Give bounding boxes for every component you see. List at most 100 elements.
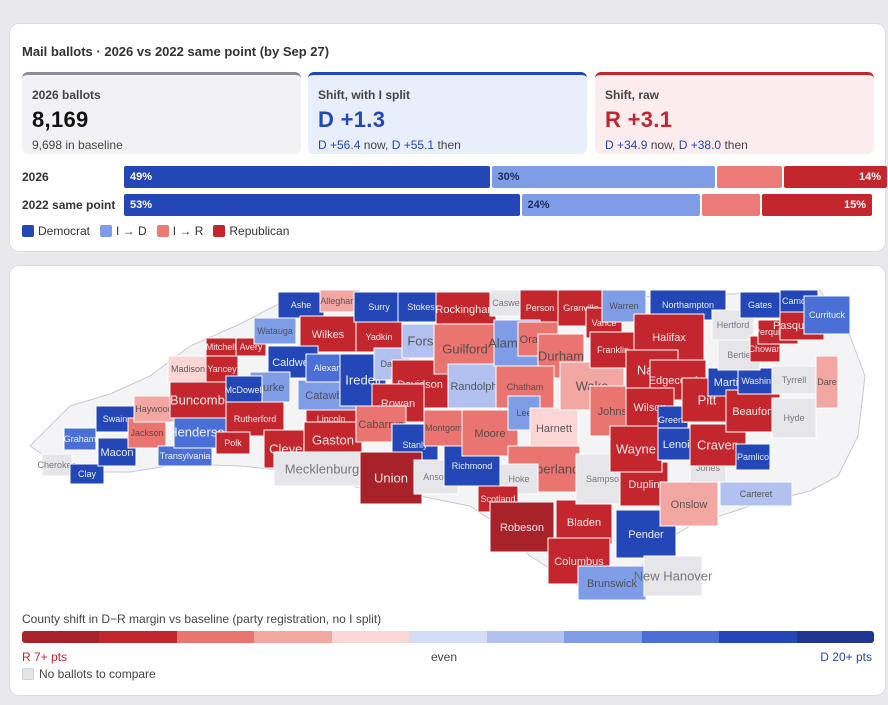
scale-right-label: D 20+ pts — [820, 650, 872, 664]
legend-label: I → R — [172, 224, 204, 238]
county-rutherford[interactable]: Rutherford — [225, 401, 285, 437]
county-shape[interactable] — [529, 407, 579, 449]
stat-shift-raw: Shift, raw R +3.1 D +34.9 now, D +38.0 t… — [595, 72, 874, 154]
county-label: Sampson — [586, 474, 624, 484]
county-hyde[interactable]: Hyde — [771, 397, 817, 439]
county-shape[interactable] — [659, 481, 719, 527]
county-madison[interactable]: Madison — [167, 355, 209, 383]
county-label: Madison — [171, 364, 205, 374]
county-label: Richmond — [452, 461, 493, 471]
stat-value: 8,169 — [32, 107, 89, 132]
legend-label: Republican — [229, 224, 290, 238]
county-shape[interactable] — [225, 375, 263, 405]
county-mecklenburg[interactable]: Mecklenburg — [273, 451, 371, 487]
legend-item-i-to-r: I → R — [156, 224, 204, 238]
county-shape[interactable] — [771, 397, 817, 439]
county-hertford[interactable]: Hertford — [711, 309, 755, 341]
top-cutoff-strip — [0, 0, 888, 6]
county-shape[interactable] — [353, 291, 405, 323]
county-gates[interactable]: Gates — [739, 291, 781, 319]
county-shape[interactable] — [169, 381, 233, 419]
stat-ballots: 2026 ballots 8,169 9,698 in baseline — [22, 72, 301, 154]
county-harnett[interactable]: Harnett — [529, 407, 579, 449]
county-haywood[interactable]: Haywood — [133, 395, 175, 423]
county-label: Pender — [628, 529, 664, 541]
county-shape[interactable] — [555, 499, 613, 545]
county-shape[interactable] — [577, 565, 647, 601]
card-title: Mail ballots · 2026 vs 2022 same point (… — [22, 44, 330, 59]
scale-step — [331, 631, 410, 643]
county-shape[interactable] — [225, 401, 285, 437]
stat-label: 2026 ballots — [32, 88, 101, 102]
county-label: Lincoln — [317, 414, 346, 424]
county-robeson[interactable]: Robeson — [489, 501, 555, 553]
bar-segment-republican: 15% — [761, 194, 872, 216]
county-label: Montgomery — [425, 423, 476, 433]
county-surry[interactable]: Surry — [353, 291, 405, 323]
county-shape[interactable] — [359, 451, 423, 505]
county-pamlico[interactable]: Pamlico — [735, 443, 771, 471]
county-tyrrell[interactable]: Tyrrell — [771, 365, 817, 395]
county-shape[interactable] — [167, 355, 209, 383]
county-label: Granville — [563, 303, 599, 313]
county-shape[interactable] — [489, 501, 555, 553]
legend-item-i-to-d: I → D — [100, 224, 147, 238]
county-label: Bladen — [567, 517, 601, 529]
county-onslow[interactable]: Onslow — [659, 481, 719, 527]
county-dare[interactable]: Dare — [815, 355, 839, 409]
county-union[interactable]: Union — [359, 451, 423, 505]
scale-step — [409, 631, 487, 643]
county-polk[interactable]: Polk — [215, 431, 251, 455]
county-shape[interactable] — [69, 463, 105, 485]
county-macon[interactable]: Macon — [97, 437, 137, 467]
county-shape[interactable] — [643, 555, 703, 597]
county-bladen[interactable]: Bladen — [555, 499, 613, 545]
county-shape[interactable] — [725, 389, 781, 433]
county-buncombe[interactable]: Buncombe — [169, 381, 233, 419]
county-transylvania[interactable]: Transylvania — [157, 445, 213, 467]
then-value: D +55.1 — [391, 138, 435, 152]
county-carteret[interactable]: Carteret — [719, 481, 793, 507]
county-brunswick[interactable]: Brunswick — [577, 565, 647, 601]
county-label: Chowan — [748, 344, 781, 354]
county-watauga[interactable]: Watauga — [253, 317, 297, 345]
county-new-hanover[interactable]: New Hanover — [634, 555, 713, 597]
county-rockingham[interactable]: Rockingham — [435, 291, 497, 327]
no-data-label: No ballots to compare — [39, 667, 156, 681]
county-label: Clay — [78, 469, 97, 479]
county-shape[interactable] — [63, 427, 97, 451]
county-randolph[interactable]: Randolph — [447, 363, 501, 409]
county-label: Graham — [64, 434, 97, 444]
county-beaufort[interactable]: Beaufort — [725, 389, 781, 433]
county-yadkin[interactable]: Yadkin — [355, 321, 403, 353]
county-label: Hoke — [508, 474, 529, 484]
county-currituck[interactable]: Currituck — [803, 295, 851, 335]
bar-segment-i-r — [701, 194, 760, 216]
county-shape[interactable] — [495, 365, 555, 409]
county-label: Caswell — [492, 298, 524, 308]
county-shape[interactable] — [355, 321, 403, 353]
county-map-card: Cherokee Clay Graham Swain Macon Jackson Haywo… — [9, 265, 886, 696]
county-shape[interactable] — [253, 317, 297, 345]
county-shape[interactable] — [803, 295, 851, 335]
county-label: Watauga — [257, 326, 293, 336]
bar-segment-democrat: 53% — [124, 194, 520, 216]
county-clay[interactable]: Clay — [69, 463, 105, 485]
county-label: Dare — [817, 377, 837, 387]
county-mitchell[interactable]: Mitchell — [205, 337, 237, 357]
county-label: Wilkes — [312, 329, 345, 341]
county-shape[interactable] — [215, 431, 251, 455]
county-shape[interactable] — [277, 291, 325, 319]
county-shape[interactable] — [719, 481, 793, 507]
county-chatham[interactable]: Chatham — [495, 365, 555, 409]
county-shape[interactable] — [739, 291, 781, 319]
county-label: Durham — [538, 349, 584, 364]
county-ashe[interactable]: Ashe — [277, 291, 325, 319]
county-label: Macon — [100, 447, 133, 459]
county-shape[interactable] — [273, 451, 371, 487]
county-shape[interactable] — [815, 355, 839, 409]
county-wayne[interactable]: Wayne — [609, 425, 663, 473]
county-mcdowell[interactable]: McDowell — [224, 375, 264, 405]
county-graham[interactable]: Graham — [63, 427, 97, 451]
county-shape[interactable] — [735, 443, 771, 471]
